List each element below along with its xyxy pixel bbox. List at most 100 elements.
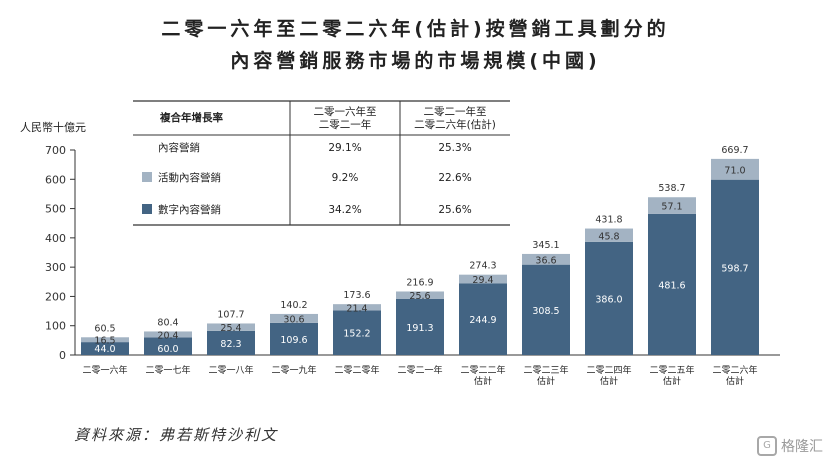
value-label-event: 36.6 — [535, 255, 556, 266]
bar-digital-content — [270, 322, 318, 355]
x-category-label: 估計 — [726, 375, 744, 387]
value-label-digital: 191.3 — [406, 323, 433, 334]
bar-digital-content — [522, 264, 570, 355]
source-note: 資料來源：弗若斯特沙利文 — [74, 426, 279, 444]
bar-event-content — [144, 331, 192, 338]
bar-digital-content — [144, 337, 192, 355]
table-header-period: 二零二一年至 — [424, 105, 487, 118]
y-tick-label: 0 — [59, 349, 66, 362]
y-tick-label: 200 — [45, 290, 66, 303]
table-cell-2021-2026: 22.6% — [438, 172, 471, 184]
table-header-period: 二零二六年(估計) — [414, 118, 496, 131]
value-label-event: 21.4 — [346, 303, 367, 314]
value-label-digital: 244.9 — [469, 315, 496, 326]
value-label-digital: 308.5 — [532, 306, 559, 317]
total-label: 538.7 — [658, 183, 685, 194]
value-label-digital: 44.0 — [94, 344, 115, 355]
legend-swatch-event — [142, 172, 152, 182]
x-category-label: 二零一九年 — [271, 364, 316, 376]
table-cell-2016-2021: 34.2% — [328, 204, 361, 216]
x-category-label: 二零二零年 — [334, 364, 379, 376]
x-category-label: 二零一七年 — [145, 364, 190, 376]
x-category-label: 二零一六年 — [82, 364, 127, 376]
total-label: 80.4 — [157, 317, 178, 328]
total-label: 345.1 — [532, 240, 559, 251]
total-label: 669.7 — [721, 145, 748, 156]
y-axis-label: 人民幣十億元 — [20, 120, 86, 134]
chart-labels: 44.016.5 60.5 二零一六年 60.0 20.4 80.4 二零一七年 82.3 25… — [82, 145, 757, 387]
bar-event-content — [81, 337, 129, 343]
x-category-label: 估計 — [600, 375, 618, 387]
bar-digital-content — [585, 241, 633, 355]
table-cell-2016-2021: 9.2% — [332, 172, 359, 184]
table-row-label: 內容營銷 — [158, 141, 200, 154]
value-label-event: 71.0 — [724, 165, 745, 176]
y-tick-label: 700 — [45, 144, 66, 157]
y-tick-label: 600 — [45, 173, 66, 186]
x-category-label: 估計 — [474, 375, 492, 387]
x-category-label: 估計 — [663, 375, 681, 387]
value-label-event: 57.1 — [661, 202, 682, 213]
y-tick-label: 100 — [45, 320, 66, 333]
value-label-event: 29.4 — [472, 275, 493, 286]
table-row-label: 數字內容營銷 — [158, 203, 221, 216]
x-category-label: 二零二四年 — [586, 364, 631, 376]
watermark: G 格隆汇 — [757, 436, 823, 456]
bar-digital-content — [711, 179, 759, 355]
bar-event-content — [270, 313, 318, 323]
legend-swatch-digital — [142, 204, 152, 214]
table-header-period: 二零二一年 — [319, 118, 372, 131]
total-label: 107.7 — [217, 309, 244, 320]
x-category-label: 二零二六年 — [712, 364, 757, 376]
x-category-label: 估計 — [537, 375, 555, 387]
bar-event-content — [333, 304, 381, 311]
value-label-digital: 109.6 — [280, 335, 307, 346]
bar-event-content — [585, 228, 633, 242]
y-tick-label: 300 — [45, 261, 66, 274]
bar-event-content — [711, 158, 759, 180]
bar-digital-content — [207, 330, 255, 355]
table-cell-2016-2021: 29.1% — [328, 142, 361, 154]
bar-digital-content — [396, 298, 444, 355]
chart-title-line-1: 二零一六年至二零二六年(估計)按營銷工具劃分的 — [161, 18, 670, 40]
bar-event-content — [522, 253, 570, 265]
bar-event-content — [396, 291, 444, 299]
watermark-text: 格隆汇 — [781, 439, 823, 455]
table-header-period: 二零一六年至 — [314, 105, 377, 118]
value-label-event: 25.6 — [409, 291, 430, 302]
y-tick-label: 400 — [45, 232, 66, 245]
x-category-label: 二零二一年 — [397, 364, 442, 376]
table-cell-2021-2026: 25.3% — [438, 142, 471, 154]
bar-digital-content — [648, 213, 696, 355]
x-category-label: 二零一八年 — [208, 364, 253, 376]
value-label-event: 45.8 — [598, 231, 619, 242]
x-category-label: 二零二三年 — [523, 364, 568, 376]
bar-event-content — [459, 274, 507, 284]
total-label: 431.8 — [595, 215, 622, 226]
value-label-event: 16.5 — [94, 336, 115, 347]
total-label: 60.5 — [94, 323, 115, 334]
bar-digital-content — [333, 310, 381, 355]
chart-bars — [81, 158, 759, 355]
value-label-digital: 60.0 — [157, 344, 178, 355]
table-row-label: 活動內容營銷 — [158, 171, 221, 184]
value-label-event: 30.6 — [283, 314, 304, 325]
value-label-event: 20.4 — [157, 330, 178, 341]
value-label-digital: 152.2 — [343, 329, 370, 340]
watermark-logo-icon: G — [757, 436, 777, 456]
bar-event-content — [648, 197, 696, 214]
total-label: 173.6 — [343, 290, 370, 301]
y-tick-label: 500 — [45, 203, 66, 216]
bar-digital-content — [459, 283, 507, 355]
chart-title-line-2: 內容營銷服務市場的市場規模(中國) — [230, 50, 601, 72]
table-cell-2021-2026: 25.6% — [438, 204, 471, 216]
value-label-digital: 481.6 — [658, 280, 685, 291]
bar-event-content — [207, 323, 255, 331]
total-label: 274.3 — [469, 261, 496, 272]
bar-digital-content — [81, 342, 129, 355]
x-category-label: 二零二五年 — [649, 364, 694, 376]
value-label-event: 25.4 — [220, 323, 241, 334]
x-category-label: 二零二二年 — [460, 364, 505, 376]
